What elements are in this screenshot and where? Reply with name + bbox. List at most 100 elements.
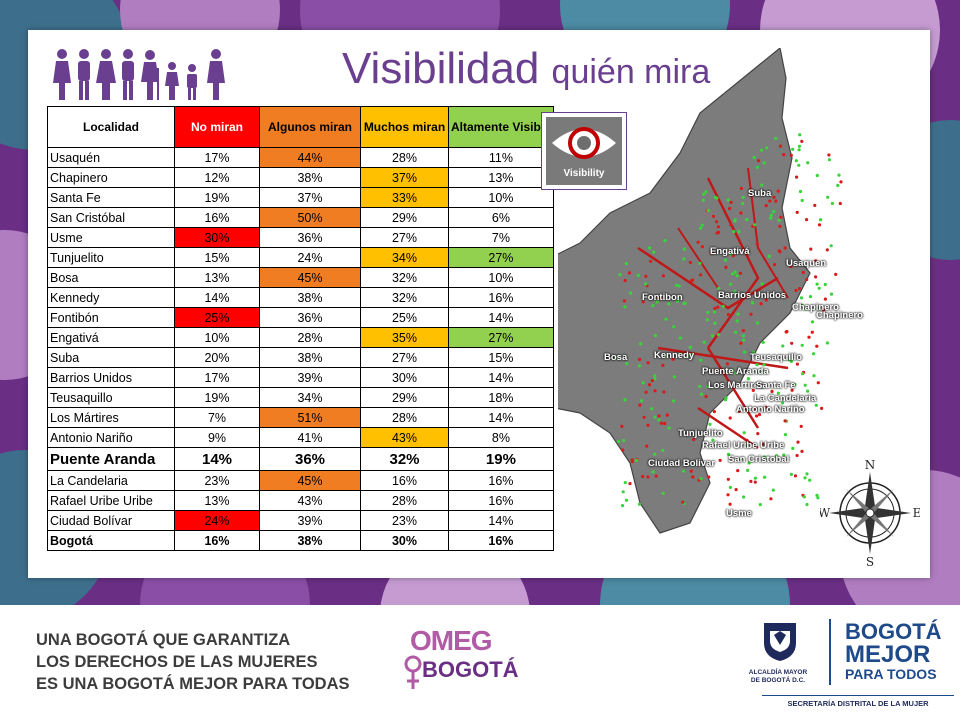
table-cell-value: 28%	[360, 407, 449, 428]
table-cell-value: 12%	[174, 167, 260, 188]
table-row: Bosa 13% 45% 32% 10%	[47, 267, 554, 288]
table-cell-value: 30%	[360, 530, 449, 551]
slide: Visibilidad quién mira Localidad No miran…	[28, 30, 930, 578]
table-row: Usme 30% 36% 27% 7%	[47, 227, 554, 248]
table-cell-localidad: Antonio Nariño	[47, 427, 175, 448]
table-cell-localidad: Teusaquillo	[47, 387, 175, 408]
table-cell-value: 37%	[360, 167, 449, 188]
table-cell-value: 27%	[448, 327, 554, 348]
table-cell-value: 27%	[360, 227, 449, 248]
table-cell-value: 14%	[448, 307, 554, 328]
compass-n: N	[865, 458, 876, 472]
table-cell-localidad: Rafael Uribe Uribe	[47, 490, 175, 511]
table-cell-value: 20%	[174, 347, 260, 368]
table-cell-value: 34%	[360, 247, 449, 268]
table-cell-value: 25%	[360, 307, 449, 328]
table-cell-value: 7%	[174, 407, 260, 428]
table-cell-value: 19%	[448, 447, 554, 471]
omeg-line2: BOGOTÁ	[422, 657, 519, 682]
table-cell-value: 14%	[448, 510, 554, 531]
map-label: Antonio Nariño	[736, 404, 805, 415]
table-row: Santa Fe 19% 37% 33% 10%	[47, 187, 554, 208]
table-row: San Cristóbal 16% 50% 29% 6%	[47, 207, 554, 228]
table-cell-localidad: Ciudad Bolívar	[47, 510, 175, 531]
map-label: Ciudad Bolivar	[648, 458, 716, 469]
table-cell-value: 45%	[259, 267, 361, 288]
table-cell-value: 32%	[360, 447, 449, 471]
table-cell-value: 14%	[448, 367, 554, 388]
women-group-icon	[53, 49, 225, 100]
table-cell-value: 29%	[360, 387, 449, 408]
map-label: Santa Fe	[756, 380, 796, 391]
map-label: Chapinero	[816, 310, 863, 321]
table-cell-value: 24%	[174, 510, 260, 531]
table-cell-value: 28%	[360, 147, 449, 168]
table-cell-localidad: Santa Fe	[47, 187, 175, 208]
map-label: Suba	[748, 188, 772, 199]
table-row: Kennedy 14% 38% 32% 16%	[47, 287, 554, 308]
map-label: Engativá	[710, 246, 750, 257]
table-cell-localidad: Usme	[47, 227, 175, 248]
table-cell-value: 36%	[259, 227, 361, 248]
table-cell-value: 34%	[259, 387, 361, 408]
table-row: Ciudad Bolívar 24% 39% 23% 14%	[47, 510, 554, 531]
compass-w: W	[820, 506, 831, 520]
table-cell-value: 16%	[448, 470, 554, 491]
table-cell-value: 38%	[259, 167, 361, 188]
bogota-mejor-line1: BOGOTÁ	[845, 619, 942, 644]
table-row: Chapinero 12% 38% 37% 13%	[47, 167, 554, 188]
slogan-line: LOS DERECHOS DE LAS MUJERES	[36, 653, 318, 671]
table-cell-localidad: San Cristóbal	[47, 207, 175, 228]
map-label: Teusaquillo	[750, 352, 803, 363]
col-localidad-header: Localidad	[47, 106, 175, 148]
table-cell-value: 27%	[360, 347, 449, 368]
table-cell-value: 6%	[448, 207, 554, 228]
table-cell-localidad: Bosa	[47, 267, 175, 288]
map-label: Usme	[726, 508, 752, 519]
table-row: La Candelaria 23% 45% 16% 16%	[47, 470, 554, 491]
visibility-badge: Visibility	[541, 112, 627, 190]
col-algunos-miran-header: Algunos miran	[259, 106, 361, 148]
table-cell-value: 16%	[448, 530, 554, 551]
table-cell-value: 27%	[448, 247, 554, 268]
alcaldia-line: ALCALDÍA MAYOR	[748, 669, 808, 676]
table-cell-value: 15%	[174, 247, 260, 268]
secretaria-label: SECRETARÍA DISTRITAL DE LA MUJER	[762, 695, 954, 708]
table-cell-value: 38%	[259, 287, 361, 308]
table-cell-value: 30%	[360, 367, 449, 388]
map-label: Fontibon	[642, 292, 683, 303]
col-no-miran-header: No miran	[174, 106, 260, 148]
map-label: Bosa	[604, 352, 628, 363]
table-cell-localidad: La Candelaria	[47, 470, 175, 491]
table-cell-value: 45%	[259, 470, 361, 491]
table-cell-localidad: Usaquén	[47, 147, 175, 168]
table-cell-value: 35%	[360, 327, 449, 348]
table-cell-value: 36%	[259, 447, 361, 471]
table-cell-value: 41%	[259, 427, 361, 448]
map-label: Chapinero	[792, 302, 839, 313]
table-row: Teusaquillo 19% 34% 29% 18%	[47, 387, 554, 408]
table-row: Barrios Unidos 17% 39% 30% 14%	[47, 367, 554, 388]
table-cell-value: 14%	[448, 407, 554, 428]
table-cell-localidad: Kennedy	[47, 287, 175, 308]
table-cell-value: 14%	[174, 447, 260, 471]
footer-slogan: UNA BOGOTÁ QUE GARANTIZA LOS DERECHOS DE…	[36, 629, 350, 695]
bogota-mejor-line2: MEJOR	[845, 641, 931, 668]
alcaldia-line: DE BOGOTÁ D.C.	[750, 677, 806, 684]
table-row: Suba 20% 38% 27% 15%	[47, 347, 554, 368]
compass-rose-icon: N S E W	[820, 458, 920, 568]
table-cell-value: 16%	[448, 287, 554, 308]
table-row: Rafael Uribe Uribe 13% 43% 28% 16%	[47, 490, 554, 511]
map-label: Tunjuelito	[678, 428, 723, 439]
table-cell-value: 17%	[174, 367, 260, 388]
footer-divider	[829, 619, 831, 685]
table-cell-localidad: Tunjuelito	[47, 247, 175, 268]
table-cell-value: 50%	[259, 207, 361, 228]
table-cell-value: 28%	[259, 327, 361, 348]
table-row: Fontibón 25% 36% 25% 14%	[47, 307, 554, 328]
table-cell-value: 15%	[448, 347, 554, 368]
table-cell-value: 7%	[448, 227, 554, 248]
table-cell-value: 13%	[448, 167, 554, 188]
table-cell-localidad: Suba	[47, 347, 175, 368]
table-cell-localidad: Los Mártires	[47, 407, 175, 428]
